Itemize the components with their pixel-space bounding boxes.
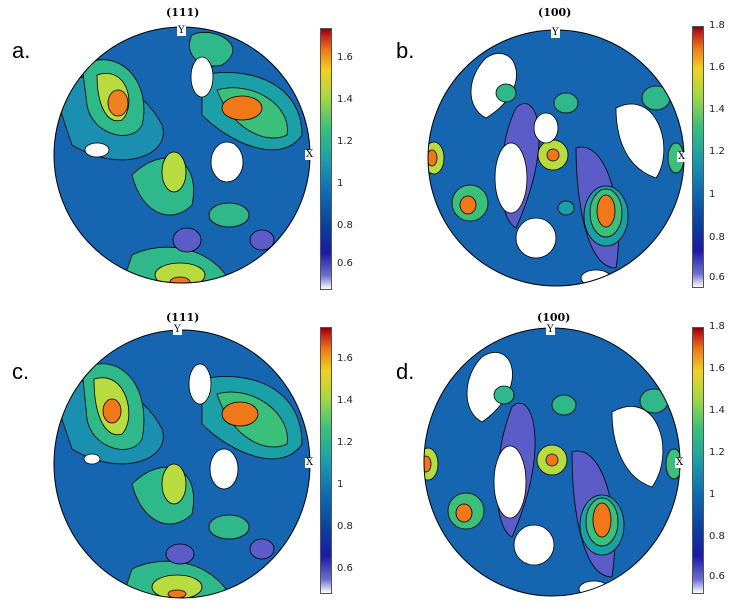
y-axis-label: Y [173,324,182,335]
colorbar-tick: 1.8 [709,20,725,31]
colorbar-tick: 1 [709,189,716,200]
colorbar-tick: 1.4 [709,104,725,115]
x-axis-label: X [305,457,315,468]
y-axis-label: Y [551,27,560,38]
colorbar-tick: 1.2 [337,136,353,147]
colorbar [692,26,704,288]
y-axis-label: Y [546,324,555,335]
pole-figure-plot [53,26,311,284]
x-axis-label: X [677,151,687,162]
colorbar-tick: 1.2 [709,447,725,458]
colorbar-tick: 1.2 [337,437,353,448]
colorbar-tick: 1.6 [337,52,353,63]
x-axis-label: X [305,149,315,160]
colorbar-tick: 0.8 [709,232,725,243]
x-axis-label: X [675,457,685,468]
colorbar-tick: 1.6 [709,363,725,374]
colorbar-tick: 0.6 [337,563,353,574]
colorbar-tick: 1.4 [337,94,353,105]
colorbar-tick: 1.4 [709,405,725,416]
pole-figure-panel-a: a. (111) Y X 1.6 1.4 [0,0,373,307]
panel-letter: d. [396,359,415,384]
panel-title: (111) [166,311,200,324]
colorbar-tick: 1 [337,479,344,490]
pole-figure-plot [53,329,311,599]
colorbar-tick: 0.8 [337,220,353,231]
panel-letter: b. [396,38,415,63]
colorbar-tick: 1 [709,489,716,500]
pole-figure-panel-c: c. (111) Y X 1.6 1.4 1.2 [0,307,373,614]
colorbar-tick: 1 [337,178,344,189]
pole-figure-panel-b: b. (100) [374,0,747,307]
colorbar [320,28,332,290]
pole-figure-plot [427,29,685,287]
y-axis-label: Y [177,25,186,36]
panel-title: (111) [166,6,200,19]
panel-title: (100) [538,6,572,19]
pole-figure-plot [423,327,681,597]
colorbar-tick: 1.4 [337,395,353,406]
colorbar-tick: 0.8 [709,531,725,542]
colorbar-tick: 1.2 [709,146,725,157]
colorbar-tick: 0.6 [709,571,725,582]
panel-letter: c. [12,359,30,384]
panel-letter: a. [12,38,31,63]
colorbar-tick: 0.6 [337,258,353,269]
colorbar [320,327,332,594]
panel-title: (100) [537,311,571,324]
pole-figure-panel-d: d. (100) Y X 1.8 [374,307,747,614]
colorbar-tick: 1.6 [709,62,725,73]
colorbar-tick: 1.8 [709,321,725,332]
colorbar-tick: 0.6 [709,272,725,283]
colorbar-tick: 0.8 [337,521,353,532]
colorbar-tick: 1.6 [337,353,353,364]
colorbar [692,327,704,594]
